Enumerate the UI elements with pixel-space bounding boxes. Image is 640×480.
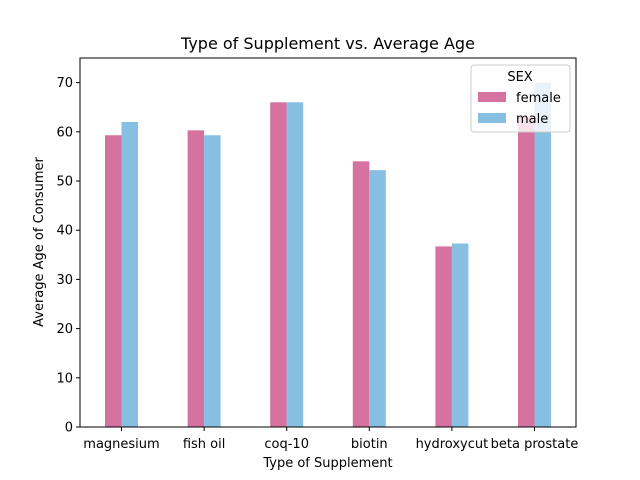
x-tick-label: magnesium: [83, 437, 159, 452]
y-tick-label: 60: [56, 125, 73, 140]
legend-title: SEX: [507, 70, 532, 85]
bar-female-coq-10: [270, 102, 287, 427]
bar-female-hydroxycut: [435, 246, 452, 427]
bar-female-beta-prostate: [518, 117, 535, 427]
x-tick-label: fish oil: [183, 437, 226, 452]
chart-title: Type of Supplement vs. Average Age: [180, 34, 475, 53]
y-axis: 0 10 20 30 40 50 60 70: [56, 76, 80, 436]
legend-swatch-male: [478, 113, 506, 123]
x-tick-label: coq-10: [264, 437, 309, 452]
y-tick-label: 70: [56, 76, 73, 91]
bar-male-fish-oil: [204, 135, 221, 427]
bar-female-biotin: [352, 161, 370, 427]
legend-label-female: female: [516, 91, 561, 106]
y-tick-label: 20: [56, 322, 73, 337]
legend-label-male: male: [516, 112, 548, 127]
y-tick-label: 0: [65, 421, 73, 436]
legend-swatch-female: [478, 92, 506, 102]
x-tick-label: hydroxycut: [416, 437, 489, 452]
y-tick-label: 50: [56, 175, 73, 190]
axes-frame: [79, 57, 577, 428]
y-tick-label: 10: [56, 371, 73, 386]
bar-male-beta-prostate: [534, 82, 551, 427]
bar-male-coq-10: [286, 102, 304, 427]
x-axis-label: Type of Supplement: [262, 456, 392, 471]
x-tick-label: beta prostate: [491, 437, 579, 452]
bar-male-hydroxycut: [451, 243, 469, 427]
y-tick-label: 30: [56, 273, 73, 288]
x-tick-label: biotin: [351, 437, 388, 452]
y-tick-label: 40: [56, 224, 73, 239]
bar-female-fish-oil: [187, 130, 205, 427]
y-axis-label: Average Age of Consumer: [32, 156, 47, 326]
bar-male-biotin: [369, 170, 386, 427]
legend: SEX female male: [470, 64, 571, 133]
bar-female-magnesium: [105, 135, 122, 427]
plot-area: [105, 82, 551, 428]
x-axis: magnesium fish oil coq-10 biotin hydroxycut b…: [83, 427, 578, 452]
bar-male-magnesium: [121, 121, 138, 428]
